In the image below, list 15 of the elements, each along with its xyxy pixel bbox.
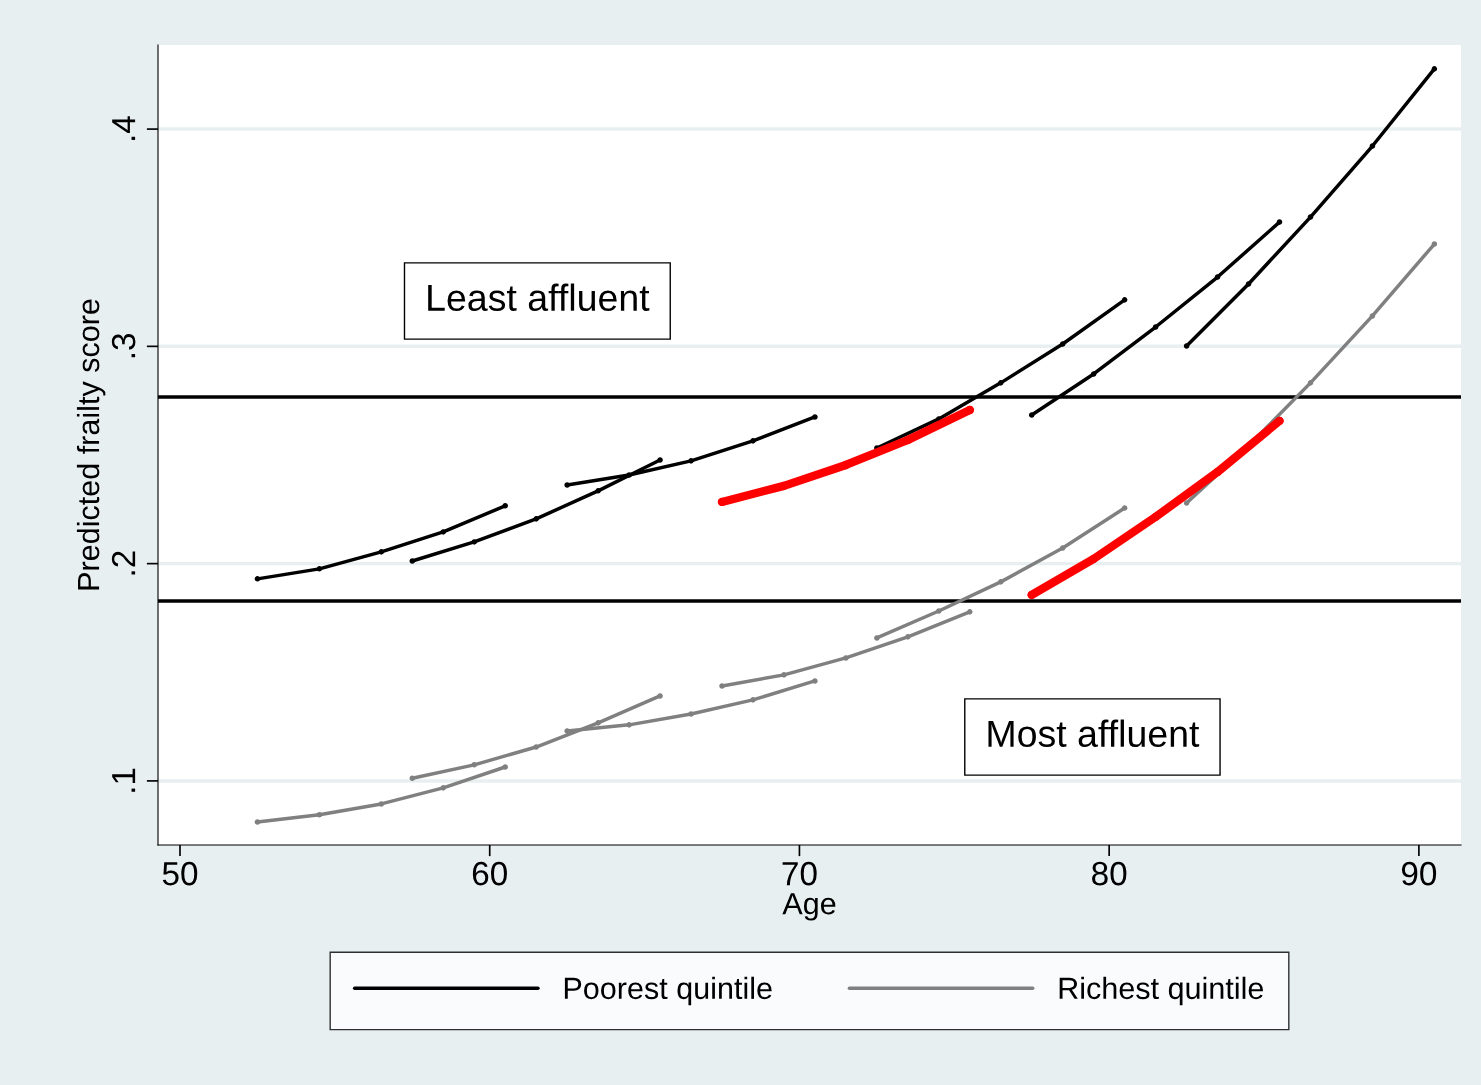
text: Poorest quintile bbox=[564, 976, 772, 1006]
y-axis-title: Predicted frailty score bbox=[76, 299, 106, 590]
x-tick-label: 70 bbox=[782, 861, 817, 886]
x-tick-label: 80 bbox=[1092, 861, 1127, 886]
text: Richest quintile bbox=[1059, 976, 1264, 1006]
x-axis-title: Age bbox=[782, 893, 836, 921]
x-tick-label: 90 bbox=[1401, 861, 1437, 886]
x-tick-label: 60 bbox=[472, 861, 507, 886]
x-tick-label: 50 bbox=[162, 861, 198, 886]
y-tick-label: .1 bbox=[112, 768, 136, 792]
annotation: Least affluent bbox=[428, 283, 650, 312]
y-tick-label: .2 bbox=[111, 551, 136, 575]
y-tick-label: .4 bbox=[112, 116, 136, 140]
annotation: Most affluent bbox=[988, 719, 1200, 748]
y-tick-label: .3 bbox=[111, 333, 136, 358]
